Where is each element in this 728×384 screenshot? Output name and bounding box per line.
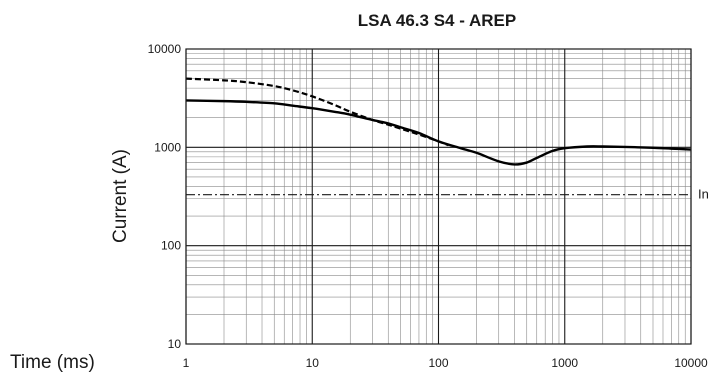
x-tick-labels: 1 10 100 1000 10000: [183, 356, 708, 370]
y-tick-label: 10000: [148, 42, 182, 56]
x-tick-label: 100: [428, 356, 448, 370]
x-tick-label: 1: [183, 356, 190, 370]
y-tick-labels: 10 100 1000 10000: [148, 42, 182, 351]
plot-frame: [185, 48, 692, 345]
series-line-solid: [185, 99, 692, 166]
y-tick-label: 100: [161, 239, 181, 253]
series-layer: [185, 77, 692, 166]
y-axis-label: Current (A): [110, 149, 131, 243]
y-tick-label: 10: [168, 337, 182, 351]
reference-label-in: In: [698, 187, 709, 202]
chart-title: LSA 46.3 S4 - AREP: [358, 11, 516, 30]
x-tick-label: 10: [306, 356, 320, 370]
x-tick-label: 1000: [551, 356, 578, 370]
series-line-dashed: [185, 77, 449, 147]
y-tick-label: 1000: [154, 140, 181, 154]
x-tick-label: 10000: [674, 356, 708, 370]
annotation-layer: In: [698, 187, 709, 202]
x-axis-label: Time (ms): [10, 352, 95, 373]
